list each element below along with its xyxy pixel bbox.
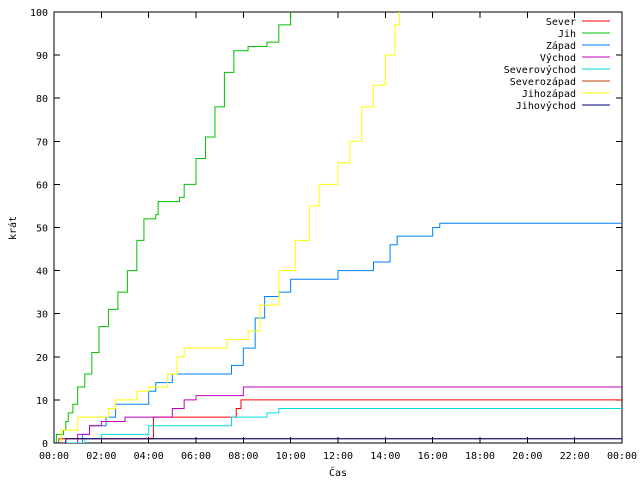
series-line-0 <box>54 399 622 443</box>
series-line-2 <box>54 222 622 443</box>
legend-label: Jih <box>558 29 576 40</box>
x-tick-label: 18:00 <box>465 451 495 462</box>
series-lines <box>54 12 622 443</box>
y-tick-label: 100 <box>30 8 48 19</box>
series-line-6 <box>54 12 401 443</box>
series-line-1 <box>54 12 292 443</box>
x-tick-label: 10:00 <box>276 451 306 462</box>
y-tick-label: 90 <box>36 51 48 62</box>
y-tick-label: 0 <box>42 439 48 450</box>
y-tick-label: 10 <box>36 396 48 407</box>
legend-label: Sever <box>546 17 576 28</box>
x-tick-label: 12:00 <box>323 451 353 462</box>
y-tick-label: 40 <box>36 267 48 278</box>
legend: SeverJihZápadVýchodSeverovýchodSeverozáp… <box>504 17 610 112</box>
x-tick-label: 04:00 <box>134 451 164 462</box>
y-tick-label: 80 <box>36 94 48 105</box>
x-axis-ticks: 00:00 02:00 04:00 06:00 08:00 10:00 12:00 14:00… <box>39 12 637 462</box>
x-tick-label: 16:00 <box>418 451 448 462</box>
y-tick-label: 50 <box>36 224 48 235</box>
x-tick-label: 08:00 <box>228 451 258 462</box>
x-tick-label: 20:00 <box>512 451 542 462</box>
x-tick-label: 00:00 <box>39 451 69 462</box>
y-axis-label: krát <box>7 216 19 240</box>
x-axis-label: Čas <box>329 466 347 479</box>
y-tick-label: 60 <box>36 180 48 191</box>
legend-label: Severovýchod <box>504 64 576 76</box>
legend-label: Východ <box>540 52 576 64</box>
x-tick-label: 22:00 <box>560 451 590 462</box>
x-tick-label: 00:00 <box>607 451 637 462</box>
legend-label: Severozápad <box>510 76 576 88</box>
x-tick-label: 06:00 <box>181 451 211 462</box>
legend-label: Jihovýchod <box>516 100 576 112</box>
series-line-7 <box>54 438 622 443</box>
series-line-3 <box>54 386 622 443</box>
y-tick-label: 70 <box>36 137 48 148</box>
legend-label: Západ <box>546 40 576 52</box>
x-tick-label: 02:00 <box>86 451 116 462</box>
y-tick-label: 20 <box>36 353 48 364</box>
x-tick-label: 14:00 <box>370 451 400 462</box>
legend-label: Jihozápad <box>522 88 576 100</box>
y-tick-label: 30 <box>36 310 48 321</box>
